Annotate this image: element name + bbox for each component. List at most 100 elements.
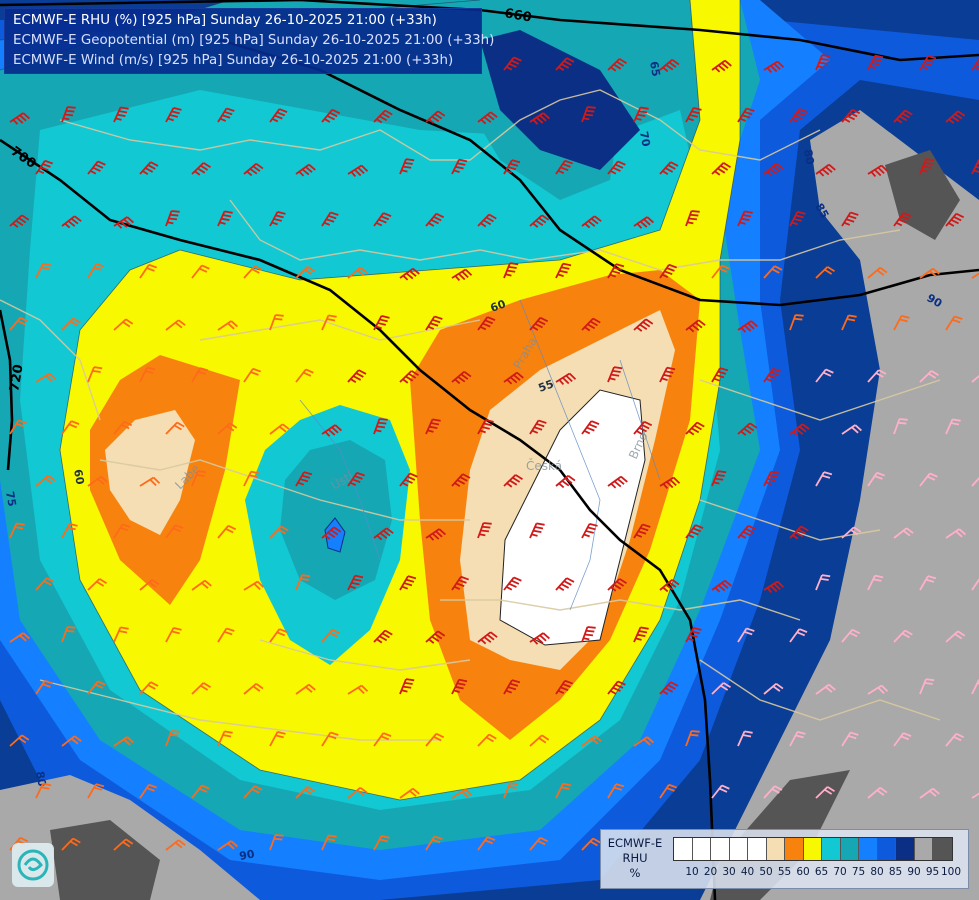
wind-barb-icon	[607, 263, 625, 279]
wind-barb-icon	[87, 263, 105, 279]
wind-barb-icon	[451, 678, 468, 695]
wind-barb-icon	[165, 626, 182, 643]
wind-barb-icon	[789, 423, 810, 437]
wind-barb-icon	[659, 578, 680, 593]
wind-barb-icon	[399, 267, 420, 281]
wind-barb-icon	[113, 106, 129, 123]
legend-tick-label: 80	[870, 866, 884, 878]
wind-barb-icon	[815, 163, 836, 177]
wind-barb-icon	[763, 367, 782, 383]
rhu-label: 65	[647, 60, 662, 77]
wind-barb-icon	[555, 262, 572, 279]
wind-barb-icon	[945, 315, 963, 331]
wind-barb-icon	[399, 678, 415, 695]
wind-title: ECMWF-E Wind (m/s) [925 hPa] Sunday 26-1…	[13, 53, 454, 68]
rhu-legend: ECMWF-E RHU % 10 20 30 40 50 55 60 65 70 75 80 85 90…	[600, 829, 969, 889]
wind-barb-icon	[581, 420, 600, 435]
wind-barb-icon	[217, 422, 238, 435]
wind-barb-icon	[555, 159, 574, 175]
wind-barb-icon	[685, 626, 702, 643]
rivers	[299, 299, 661, 611]
wind-barb-icon	[945, 110, 966, 124]
wind-barb-icon	[841, 731, 859, 747]
wind-barb-icon	[477, 836, 496, 851]
wind-barb-icon	[607, 680, 626, 695]
wind-barb-icon	[581, 626, 596, 643]
legend-swatch	[877, 838, 896, 860]
wind-barb-icon	[321, 314, 337, 331]
wind-barb-icon	[893, 629, 913, 643]
wind-barb-icon	[711, 470, 727, 487]
wind-barb-icon	[165, 421, 185, 435]
wind-barb-icon	[919, 55, 937, 71]
wind-barb-icon	[35, 679, 54, 695]
wind-barb-icon	[347, 786, 368, 799]
wind-barb-icon	[503, 262, 519, 279]
wind-barb-icon	[529, 419, 547, 435]
wind-barb-icon	[139, 366, 156, 383]
wind-barb-icon	[971, 55, 979, 71]
wind-barb-icon	[633, 420, 653, 435]
wind-barb-icon	[919, 787, 940, 799]
wind-barb-icon	[477, 111, 498, 125]
wind-barb-icon	[321, 834, 337, 851]
wind-barb-icon	[659, 161, 679, 176]
wind-barb-icon	[191, 784, 210, 799]
wind-barb-icon	[581, 735, 602, 747]
geopotential-680-line	[219, 38, 979, 307]
wind-barb-icon	[971, 473, 979, 487]
wind-barb-icon	[477, 213, 497, 228]
rhu-label: 55	[537, 377, 556, 394]
wind-barb-icon	[841, 628, 861, 643]
wind-barb-icon	[607, 578, 627, 592]
wind-barb-icon	[711, 59, 732, 73]
wind-barb-icon	[581, 317, 601, 332]
wind-barb-icon	[9, 316, 29, 331]
wind-barb-icon	[841, 424, 862, 435]
wind-barb-icon	[35, 782, 52, 799]
wind-barb-icon	[503, 782, 519, 799]
wind-barb-icon	[165, 319, 186, 331]
wind-barb-icon	[451, 788, 473, 799]
wind-barb-icon	[529, 214, 550, 228]
wind-barb-icon	[165, 210, 180, 227]
wind-barb-icon	[87, 366, 103, 383]
wind-barb-icon	[321, 108, 341, 123]
wind-barb-icon	[295, 471, 313, 487]
wind-barb-icon	[35, 262, 52, 279]
wind-barb-icon	[503, 576, 522, 591]
wind-barb-icon	[165, 730, 180, 747]
wind-barb-icon	[243, 785, 263, 799]
wind-barb-icon	[841, 314, 857, 331]
legend-ticks: 10 20 30 40 50 55 60 65 70 75 80 85 90 95 100	[673, 866, 973, 882]
wind-barb-icon	[815, 266, 835, 279]
wind-barb-icon	[477, 316, 496, 331]
wind-barb-icon	[269, 423, 290, 435]
wind-barb-icon	[503, 474, 523, 488]
wind-barb-icon	[139, 161, 159, 176]
wind-barb-icon	[9, 734, 30, 747]
wind-barb-icon	[347, 684, 369, 695]
wind-barb-icon	[971, 158, 979, 175]
rhu-moist-center-80	[324, 517, 346, 553]
wind-barb-icon	[789, 525, 809, 540]
wind-barb-icon	[477, 418, 494, 435]
wind-barb-icon	[867, 471, 886, 487]
wind-barb-icon	[87, 160, 106, 175]
legend-swatch	[711, 838, 730, 860]
legend-tick-label: 60	[796, 866, 810, 878]
wind-barb-icon	[867, 574, 884, 591]
wind-barb-icon	[217, 627, 235, 643]
legend-swatch	[785, 838, 804, 860]
wind-barb-icon	[477, 522, 492, 539]
legend-tick-label: 95	[925, 866, 940, 878]
wind-barb-icon	[555, 372, 577, 386]
wind-barb-icon	[581, 215, 602, 229]
wind-barb-icon	[9, 522, 25, 539]
wind-barb-icon	[269, 210, 286, 227]
legend-tick-label: 75	[851, 866, 866, 878]
wind-barb-icon	[113, 318, 134, 331]
wind-barb-icon	[529, 316, 549, 331]
